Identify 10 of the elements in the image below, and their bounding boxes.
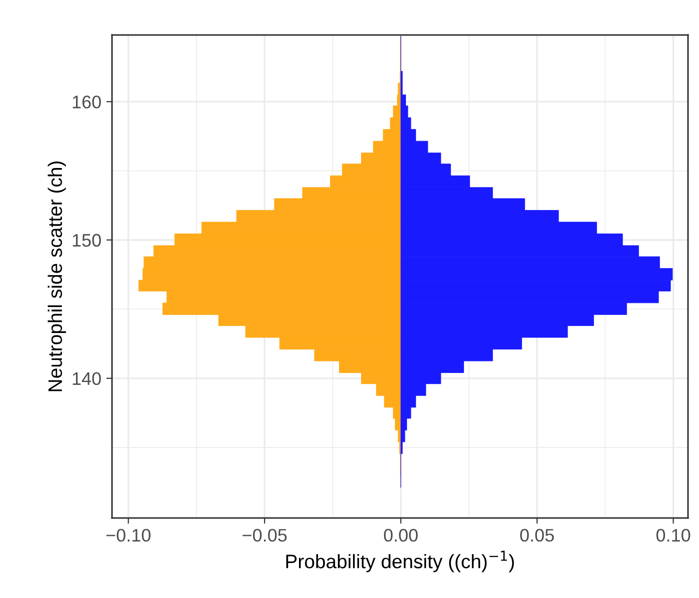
x-tick-label: 0.05 [520, 528, 554, 542]
x-tick-label: −0.10 [106, 528, 150, 542]
y-tick-label: 150 [72, 234, 101, 247]
y-tick-label: 160 [72, 96, 101, 108]
y-tick-label: 140 [72, 372, 101, 386]
x-tick-label: 0.00 [384, 528, 418, 542]
y-axis-title: Neutrophil side scatter (ch) [48, 162, 66, 392]
x-axis-title: Probability density ((ch)$^{−1}$) [286, 550, 514, 572]
x-tick-label: 0.10 [656, 528, 690, 542]
x-tick-label: −0.05 [242, 528, 287, 542]
